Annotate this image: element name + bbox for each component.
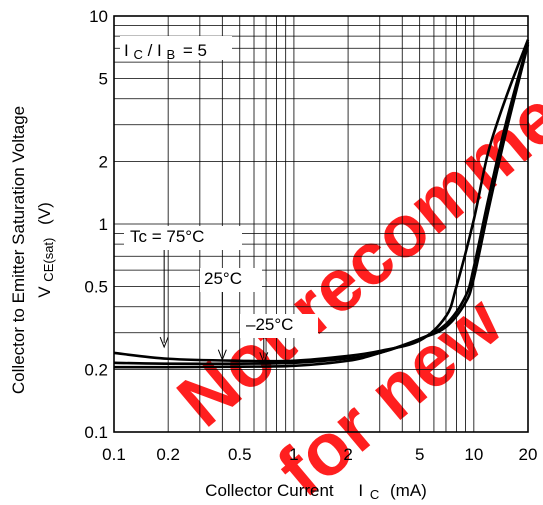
annotation-bg bbox=[124, 226, 242, 250]
y-tick-label: 1 bbox=[99, 215, 108, 234]
series-line-2 bbox=[113, 44, 530, 369]
y-tick-label: 0.2 bbox=[84, 360, 108, 379]
annotations: Tc = 75°C 25°C –25°C bbox=[124, 226, 318, 364]
annotation-arrowhead bbox=[217, 349, 227, 362]
plot-frame bbox=[113, 15, 529, 433]
x-tick-label: 0.1 bbox=[102, 445, 126, 464]
annotation-bg bbox=[200, 268, 262, 292]
x-tick-label: 0.5 bbox=[228, 445, 252, 464]
x-tick-label: 2 bbox=[343, 445, 352, 464]
x-tick-label: 5 bbox=[415, 445, 424, 464]
y-axis-label-line2: V CE(sat) (V) bbox=[35, 202, 57, 298]
y-tick-label: 0.1 bbox=[84, 423, 108, 442]
condition-label: I C / I B = 5 bbox=[120, 36, 232, 63]
x-tick-label: 0.2 bbox=[156, 445, 180, 464]
x-tick-label: 10 bbox=[464, 445, 483, 464]
tick-labels: 0.1 0.2 0.5 1 2 5 10 20 0.1 0.2 0.5 1 2 5 10 bbox=[84, 7, 537, 464]
y-tick-label: 2 bbox=[99, 152, 108, 171]
annotation-arrowhead bbox=[159, 336, 169, 349]
y-axis-label: Collector to Emitter Saturation Voltage … bbox=[9, 106, 57, 394]
annotation-label: –25°C bbox=[246, 315, 293, 334]
x-tick-label: 1 bbox=[289, 445, 298, 464]
series-line-0 bbox=[113, 39, 530, 363]
y-tick-label: 0.5 bbox=[84, 278, 108, 297]
y-tick-label: 5 bbox=[99, 70, 108, 89]
grid bbox=[114, 16, 528, 432]
annotation-label: Tc = 75°C bbox=[130, 227, 204, 246]
y-axis-label-line1: Collector to Emitter Saturation Voltage bbox=[9, 106, 28, 394]
x-axis-label: Collector Current I C (mA) bbox=[205, 481, 427, 503]
series-group bbox=[113, 39, 530, 369]
svg-text:I C / I B: I C / I B = 5 bbox=[124, 41, 207, 63]
y-tick-label: 10 bbox=[89, 7, 108, 26]
annotation-arrowhead bbox=[259, 352, 269, 364]
x-tick-label: 20 bbox=[519, 445, 538, 464]
annotation-label: 25°C bbox=[204, 269, 242, 288]
annotation-bg bbox=[240, 314, 318, 338]
